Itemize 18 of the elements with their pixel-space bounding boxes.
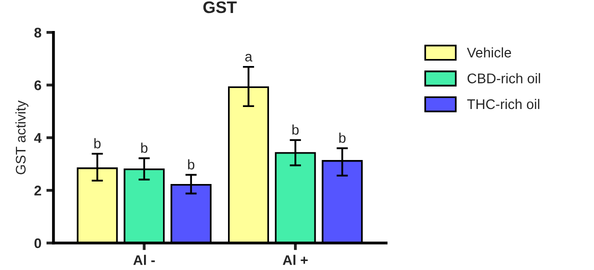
legend-label: CBD-rich oil	[468, 73, 540, 84]
y-axis-title: GST activity	[15, 100, 28, 174]
y-tick-label: 2	[34, 186, 42, 196]
x-tick-label: Al +	[282, 254, 308, 265]
y-tick-label: 8	[34, 28, 42, 38]
data-label: b	[188, 159, 194, 170]
x-tick-label: Al -	[133, 254, 155, 265]
legend-label: THC-rich oil	[467, 98, 540, 110]
y-tick-label: 6	[34, 80, 42, 90]
data-label: a	[245, 54, 252, 62]
legend-label: Vehicle	[466, 47, 512, 58]
chart-title: GST	[203, 1, 237, 14]
y-tick-label: 4	[34, 133, 42, 143]
data-label: b	[292, 124, 299, 135]
y-tick-label: 0	[34, 238, 42, 248]
data-label: b	[339, 132, 346, 143]
data-label: b	[94, 138, 101, 148]
data-label: b	[141, 142, 148, 153]
